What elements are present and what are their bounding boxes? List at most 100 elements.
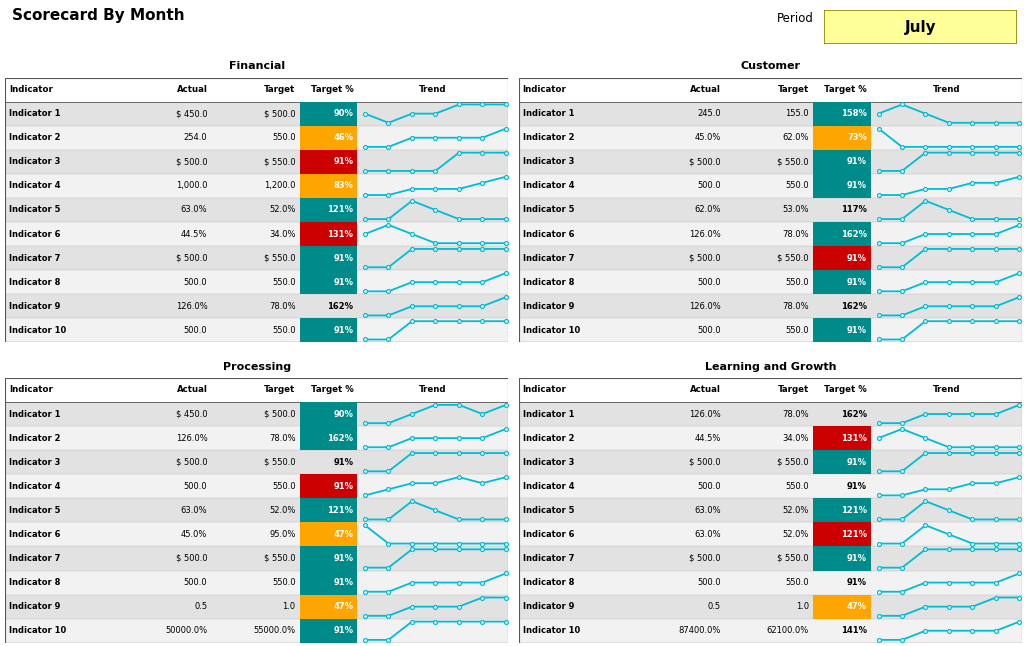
Bar bbox=[813, 426, 871, 450]
Text: Target %: Target % bbox=[310, 85, 353, 94]
Text: 245.0: 245.0 bbox=[697, 109, 721, 118]
Bar bbox=[518, 246, 1022, 270]
Text: 500.0: 500.0 bbox=[697, 578, 721, 587]
Text: 1.0: 1.0 bbox=[283, 602, 296, 611]
Text: 90%: 90% bbox=[334, 410, 353, 419]
Text: 126.0%: 126.0% bbox=[176, 433, 208, 443]
Text: 91%: 91% bbox=[334, 326, 353, 335]
Text: Indicator 8: Indicator 8 bbox=[9, 278, 60, 287]
Text: 1,000.0: 1,000.0 bbox=[176, 182, 208, 191]
Bar bbox=[813, 126, 871, 150]
Text: Indicator 3: Indicator 3 bbox=[522, 157, 574, 166]
Text: Target %: Target % bbox=[310, 386, 353, 395]
Bar bbox=[300, 498, 357, 523]
Text: Indicator 8: Indicator 8 bbox=[9, 578, 60, 587]
Text: 91%: 91% bbox=[847, 182, 867, 191]
Text: Target: Target bbox=[778, 85, 809, 94]
Bar bbox=[5, 594, 508, 619]
Text: 162%: 162% bbox=[841, 302, 867, 311]
Text: 550.0: 550.0 bbox=[785, 278, 809, 287]
Text: 500.0: 500.0 bbox=[184, 482, 208, 491]
Bar bbox=[5, 294, 508, 318]
Text: 121%: 121% bbox=[841, 506, 867, 515]
Text: Indicator 6: Indicator 6 bbox=[522, 530, 574, 539]
Bar bbox=[5, 547, 508, 570]
Text: 550.0: 550.0 bbox=[272, 326, 296, 335]
Bar bbox=[813, 270, 871, 294]
Text: 78.0%: 78.0% bbox=[782, 229, 809, 238]
Text: Indicator 2: Indicator 2 bbox=[522, 133, 574, 142]
Text: 62.0%: 62.0% bbox=[782, 133, 809, 142]
Text: Indicator: Indicator bbox=[522, 85, 566, 94]
Text: 91%: 91% bbox=[847, 157, 867, 166]
Bar bbox=[300, 150, 357, 174]
Text: Customer: Customer bbox=[740, 61, 801, 71]
Bar bbox=[300, 594, 357, 619]
Bar bbox=[300, 198, 357, 222]
Text: $ 500.0: $ 500.0 bbox=[689, 457, 721, 466]
Text: Indicator 1: Indicator 1 bbox=[522, 109, 574, 118]
Text: $ 550.0: $ 550.0 bbox=[264, 157, 296, 166]
Text: Trend: Trend bbox=[933, 386, 961, 395]
Text: 126.0%: 126.0% bbox=[689, 302, 721, 311]
Text: 62100.0%: 62100.0% bbox=[767, 626, 809, 635]
Text: $ 550.0: $ 550.0 bbox=[777, 457, 809, 466]
Text: 91%: 91% bbox=[334, 278, 353, 287]
Text: 78.0%: 78.0% bbox=[782, 410, 809, 419]
Bar bbox=[813, 594, 871, 619]
Text: 1,200.0: 1,200.0 bbox=[264, 182, 296, 191]
Bar bbox=[813, 523, 871, 547]
Text: 91%: 91% bbox=[847, 578, 867, 587]
Text: 131%: 131% bbox=[328, 229, 353, 238]
Text: Financial: Financial bbox=[228, 61, 285, 71]
Text: 91%: 91% bbox=[847, 554, 867, 563]
Text: $ 550.0: $ 550.0 bbox=[264, 254, 296, 263]
Text: 158%: 158% bbox=[841, 109, 867, 118]
Bar bbox=[518, 222, 1022, 246]
Text: 162%: 162% bbox=[328, 433, 353, 443]
Text: 500.0: 500.0 bbox=[697, 482, 721, 491]
Text: Indicator 4: Indicator 4 bbox=[522, 182, 574, 191]
Text: 500.0: 500.0 bbox=[697, 278, 721, 287]
Text: 78.0%: 78.0% bbox=[782, 302, 809, 311]
Bar bbox=[5, 619, 508, 643]
Text: 500.0: 500.0 bbox=[184, 326, 208, 335]
Text: 126.0%: 126.0% bbox=[689, 410, 721, 419]
Text: $ 500.0: $ 500.0 bbox=[689, 157, 721, 166]
Bar bbox=[518, 270, 1022, 294]
Bar bbox=[5, 523, 508, 547]
Text: $ 500.0: $ 500.0 bbox=[176, 254, 208, 263]
Text: 91%: 91% bbox=[847, 326, 867, 335]
Text: 1.0: 1.0 bbox=[796, 602, 809, 611]
Text: Actual: Actual bbox=[690, 386, 721, 395]
Text: $ 500.0: $ 500.0 bbox=[176, 157, 208, 166]
Bar bbox=[518, 474, 1022, 498]
Bar bbox=[300, 270, 357, 294]
Text: 91%: 91% bbox=[334, 157, 353, 166]
Bar bbox=[518, 198, 1022, 222]
Text: 91%: 91% bbox=[847, 457, 867, 466]
Bar bbox=[5, 126, 508, 150]
Text: 550.0: 550.0 bbox=[272, 482, 296, 491]
Bar bbox=[518, 294, 1022, 318]
Bar bbox=[300, 318, 357, 342]
Text: Indicator 3: Indicator 3 bbox=[522, 457, 574, 466]
Bar bbox=[813, 547, 871, 570]
Text: Indicator 8: Indicator 8 bbox=[522, 278, 574, 287]
Text: Indicator 2: Indicator 2 bbox=[9, 133, 60, 142]
Text: $ 450.0: $ 450.0 bbox=[176, 410, 208, 419]
Text: $ 550.0: $ 550.0 bbox=[264, 554, 296, 563]
Bar bbox=[5, 378, 508, 402]
Bar bbox=[813, 101, 871, 126]
Text: Actual: Actual bbox=[690, 85, 721, 94]
Text: Indicator 3: Indicator 3 bbox=[9, 457, 60, 466]
Bar bbox=[813, 450, 871, 474]
Text: 91%: 91% bbox=[334, 626, 353, 635]
Bar bbox=[518, 78, 1022, 101]
Text: Scorecard By Month: Scorecard By Month bbox=[12, 8, 185, 23]
Text: 91%: 91% bbox=[334, 482, 353, 491]
Text: 121%: 121% bbox=[328, 205, 353, 214]
Bar bbox=[300, 222, 357, 246]
Bar bbox=[5, 222, 508, 246]
Text: $ 500.0: $ 500.0 bbox=[264, 410, 296, 419]
